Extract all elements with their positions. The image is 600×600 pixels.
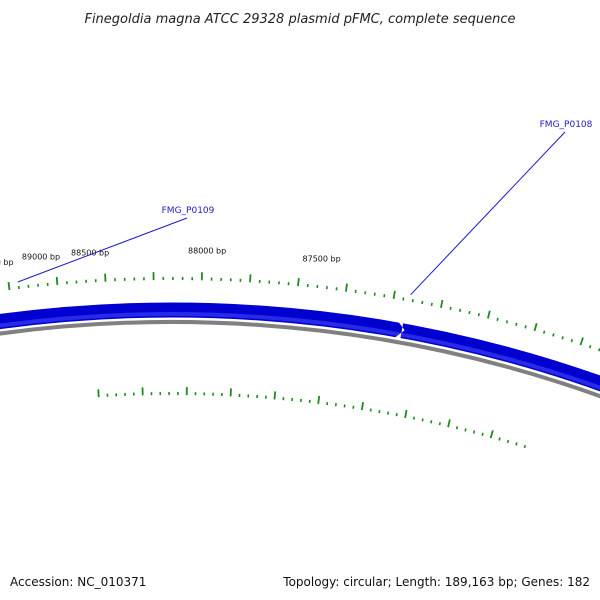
outer-major-tick <box>392 290 396 299</box>
gene-labels: FMG_P0108 FMG_P0109 <box>17 120 593 296</box>
inner-minor-tick <box>387 411 390 415</box>
outer-minor-tick <box>505 320 509 324</box>
inner-minor-tick <box>506 439 510 444</box>
tick-labels: 89500 bp 89000 bp 88500 bp 88000 bp 8750… <box>0 247 341 267</box>
reverse-strand-track <box>0 320 600 399</box>
inner-minor-tick <box>412 416 416 420</box>
inner-minor-tick <box>498 437 501 441</box>
tick-label-89500: 89500 bp <box>0 258 14 267</box>
inner-minor-tick <box>369 408 372 412</box>
outer-minor-tick <box>524 325 527 329</box>
outer-minor-tick <box>373 292 376 296</box>
map-title: Finegoldia magna ATCC 29328 plasmid pFMC… <box>84 12 515 27</box>
gene-arrow-notch <box>394 320 405 339</box>
gene-label-fmg-p0108[interactable]: FMG_P0108 <box>540 120 593 130</box>
outer-minor-tick <box>449 306 452 310</box>
outer-major-tick <box>297 278 300 287</box>
outer-minor-tick <box>430 302 433 307</box>
tick-label-87500: 87500 bp <box>303 254 341 263</box>
tick-label-88500: 88500 bp <box>71 249 109 258</box>
outer-minor-tick <box>561 336 564 340</box>
inner-minor-tick <box>464 428 467 432</box>
outer-minor-tick <box>402 297 405 301</box>
outer-major-tick <box>487 310 491 319</box>
outer-major-tick <box>7 281 11 291</box>
forward-strand-track <box>0 302 600 392</box>
gene-leader-fmg-p0108 <box>410 131 566 296</box>
inner-minor-tick <box>438 422 441 426</box>
inner-major-tick <box>360 402 364 411</box>
inner-major-tick <box>404 409 408 419</box>
gene-boundary <box>394 320 405 339</box>
inner-minor-tick <box>395 413 398 417</box>
outer-minor-tick <box>552 333 555 337</box>
outer-minor-tick <box>496 317 499 322</box>
outer-minor-tick <box>411 299 414 303</box>
outer-minor-tick <box>477 313 480 317</box>
forward-strand-highlight <box>0 312 600 390</box>
inner-minor-tick <box>352 405 355 409</box>
inner-tick-ring <box>97 387 527 449</box>
outer-major-tick <box>440 299 444 308</box>
outer-major-tick <box>579 337 584 346</box>
inner-minor-tick <box>430 420 433 424</box>
gene-label-fmg-p0109[interactable]: FMG_P0109 <box>162 206 215 216</box>
gene-leader-fmg-p0109 <box>17 217 188 283</box>
outer-tick-ring <box>7 272 600 352</box>
inner-minor-tick <box>515 442 518 446</box>
outer-minor-tick <box>542 330 546 334</box>
inner-minor-tick <box>421 418 424 422</box>
inner-major-tick <box>447 419 451 428</box>
tick-label-88000: 88000 bp <box>188 247 226 256</box>
outer-minor-tick <box>421 300 424 305</box>
outer-major-tick <box>55 276 59 286</box>
inner-minor-tick <box>523 444 527 449</box>
outer-major-tick <box>533 323 538 332</box>
outer-minor-tick <box>570 339 574 343</box>
outer-minor-tick <box>588 345 592 349</box>
outer-minor-tick <box>515 322 518 327</box>
tick-label-89000: 89000 bp <box>22 252 60 261</box>
inner-major-tick <box>317 395 321 405</box>
inner-minor-tick <box>481 432 484 437</box>
inner-major-tick <box>273 391 277 400</box>
backbone <box>0 302 600 399</box>
inner-major-tick <box>489 430 494 439</box>
accession-text: Accession: NC_010371 <box>10 575 146 589</box>
outer-minor-tick <box>468 310 471 315</box>
outer-major-tick <box>249 274 252 283</box>
topology-summary-text: Topology: circular; Length: 189,163 bp; … <box>282 575 590 589</box>
outer-minor-tick <box>459 308 462 313</box>
inner-minor-tick <box>472 430 476 434</box>
inner-minor-tick <box>455 426 459 430</box>
inner-minor-tick <box>378 409 381 414</box>
outer-major-tick <box>345 283 348 292</box>
